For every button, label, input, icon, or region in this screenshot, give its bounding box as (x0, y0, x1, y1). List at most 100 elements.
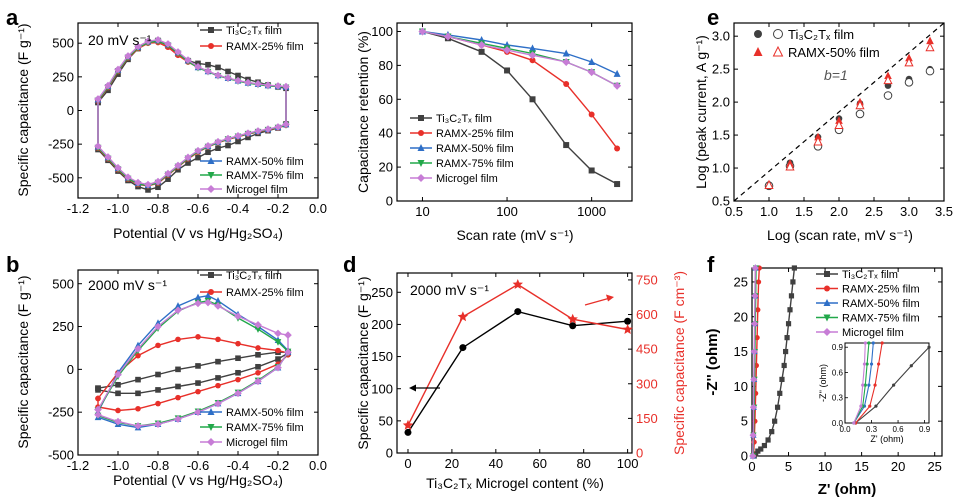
legend-label: Ti₃C₂Tₓ film (788, 27, 854, 42)
panel-label: b (6, 252, 19, 277)
data-point (194, 146, 202, 155)
data-point (282, 120, 290, 129)
y-tick-label: 10 (734, 379, 748, 394)
data-point (275, 356, 281, 362)
data-point (750, 347, 758, 356)
data-point (750, 375, 758, 384)
data-point (214, 302, 222, 310)
data-point (765, 437, 771, 443)
data-point (215, 64, 221, 71)
x-tick-label: -1.0 (107, 458, 129, 473)
data-point (207, 157, 215, 164)
data-point (244, 129, 252, 137)
scan-rate-annotation: 2000 mV s⁻¹ (88, 277, 167, 293)
data-point (418, 27, 427, 36)
data-point (834, 119, 844, 129)
data-point (234, 76, 242, 85)
y-tick-label: 60 (379, 92, 393, 107)
data-point (235, 72, 241, 79)
data-point (761, 442, 768, 449)
data-point (514, 308, 522, 316)
x-tick-label: 0.0 (309, 458, 327, 473)
data-point (614, 145, 621, 152)
y2-tick-label: 150 (636, 411, 658, 426)
data-point (781, 362, 787, 369)
data-point (185, 160, 191, 166)
data-point (207, 424, 215, 431)
legend-label: RAMX-25% film (226, 287, 304, 299)
data-point (254, 80, 262, 88)
inset-data-point (874, 404, 878, 408)
data-point (134, 422, 142, 430)
data-point (155, 387, 161, 393)
data-point (175, 336, 181, 343)
data-point (588, 111, 595, 118)
data-point (154, 322, 162, 331)
data-point (255, 345, 261, 351)
data-point (567, 313, 578, 324)
y-tick-label: 2.0 (712, 95, 730, 110)
data-point (587, 68, 596, 77)
y-tick-label: 200 (371, 317, 393, 332)
data-point (904, 57, 914, 67)
inset-data-point (865, 362, 869, 366)
data-point (195, 380, 201, 386)
data-point (104, 153, 112, 161)
data-point (235, 138, 241, 145)
panel-label: a (6, 5, 19, 30)
data-point (124, 52, 132, 60)
data-point (255, 369, 261, 376)
plot-frame (751, 267, 943, 457)
x-tick-label: 1.5 (795, 204, 813, 219)
data-point (883, 91, 893, 100)
y-tick-label: 25 (734, 274, 748, 289)
data-point (274, 123, 282, 131)
x-tick-label: 40 (489, 456, 503, 471)
data-point (443, 32, 452, 41)
data-point (154, 319, 162, 326)
reference-line (733, 22, 945, 202)
inset-data-point (869, 362, 874, 366)
x-axis-label: Log (scan rate, mV s⁻¹) (767, 227, 913, 243)
x-tick-label: -0.2 (267, 201, 289, 216)
data-point (234, 132, 242, 140)
data-point (115, 390, 121, 397)
series-line (752, 267, 756, 457)
data-point (588, 57, 596, 65)
data-point (755, 307, 761, 313)
data-point (777, 390, 783, 396)
data-point (204, 67, 212, 75)
data-point (215, 336, 221, 343)
data-point (749, 403, 758, 411)
x-tick-label: -1.2 (67, 201, 89, 216)
x-tick-label: 25 (927, 459, 941, 474)
y-tick-label: 3.0 (712, 29, 730, 44)
data-point (205, 61, 211, 68)
legend-label: Ti₃C₂Tₓ film (226, 270, 282, 282)
data-point (788, 293, 795, 299)
legend-label: RAMX-25% film (436, 128, 514, 140)
inset-data-point (909, 364, 913, 368)
series-line (753, 267, 796, 457)
legend-label: RAMX-50% film (226, 156, 304, 168)
data-point (624, 317, 632, 325)
data-point (477, 41, 486, 50)
legend-label: RAMX-25% film (226, 41, 304, 53)
data-point (754, 30, 762, 38)
data-point (225, 68, 231, 75)
data-point (194, 299, 202, 308)
y-tick-label: 0 (386, 446, 393, 461)
y-tick-label: 500 (52, 276, 74, 291)
y-axis-label: Specific capacitance (F g⁻¹) (15, 275, 31, 448)
data-point (751, 292, 759, 300)
x-tick-label: -0.4 (227, 201, 249, 216)
data-point (925, 41, 935, 52)
data-point (207, 185, 215, 193)
y2-tick-label: 450 (636, 342, 658, 357)
data-point (214, 137, 222, 146)
data-point (823, 328, 831, 336)
data-point (124, 173, 132, 181)
data-point (114, 163, 122, 172)
data-point (205, 149, 211, 156)
